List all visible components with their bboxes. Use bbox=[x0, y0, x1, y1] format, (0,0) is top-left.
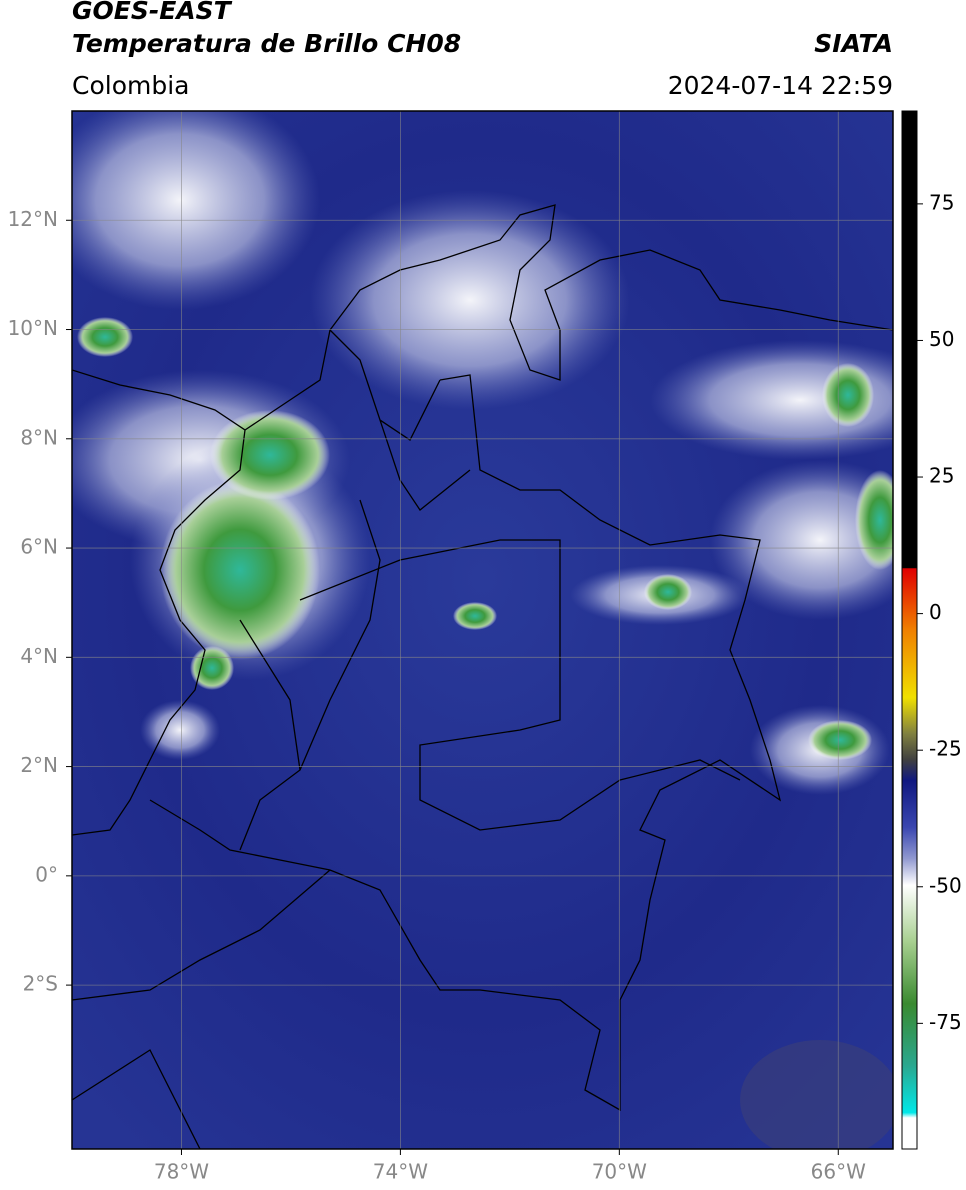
product-title: Temperatura de Brillo CH08 bbox=[72, 29, 461, 58]
colorbar-tick-label: -75 bbox=[929, 1010, 962, 1034]
department-border bbox=[239, 499, 381, 851]
x-tick-label: 74°W bbox=[373, 1160, 428, 1184]
colorbar-tick-label: 25 bbox=[929, 464, 954, 488]
y-tick-label: 2°N bbox=[20, 753, 58, 777]
colorbar-tick-label: 0 bbox=[929, 600, 942, 624]
datetime-label: 2024-07-14 22:59 bbox=[668, 71, 893, 100]
y-tick-label: 12°N bbox=[8, 207, 58, 231]
department-border bbox=[329, 329, 471, 511]
y-tick-label: 8°N bbox=[20, 425, 58, 449]
map-imagery bbox=[72, 111, 893, 1149]
colorbar-tick-label: -25 bbox=[929, 737, 962, 761]
x-tick-label: 66°W bbox=[811, 1160, 866, 1184]
colorbar bbox=[901, 110, 918, 1150]
convective-cell bbox=[160, 480, 320, 660]
convective-cell bbox=[855, 470, 893, 570]
department-border bbox=[299, 539, 741, 831]
convective-cell bbox=[210, 410, 330, 500]
region-label: Colombia bbox=[72, 71, 189, 100]
map-frame bbox=[71, 110, 894, 1150]
convective-cell bbox=[644, 574, 692, 610]
cloud bbox=[72, 111, 320, 310]
y-tick-label: 10°N bbox=[8, 316, 58, 340]
cloud bbox=[710, 460, 893, 620]
y-tick-label: 0° bbox=[35, 862, 58, 886]
cloud bbox=[140, 700, 220, 760]
warm-region bbox=[740, 1040, 893, 1149]
borders bbox=[72, 204, 893, 1149]
convective-cell bbox=[808, 720, 872, 760]
y-tick-label: 4°N bbox=[20, 644, 58, 668]
grid bbox=[72, 111, 893, 1149]
y-tick-label: 2°S bbox=[23, 972, 58, 996]
coastline bbox=[72, 369, 246, 836]
x-tick-label: 78°W bbox=[154, 1160, 209, 1184]
cloud bbox=[310, 190, 630, 410]
x-tick-label: 70°W bbox=[592, 1160, 647, 1184]
colorbar-tick-label: -50 bbox=[929, 873, 962, 897]
colorbar-tick-label: 50 bbox=[929, 327, 954, 351]
satellite-title: GOES-EAST bbox=[72, 0, 233, 25]
coastline bbox=[244, 204, 893, 431]
source-label: SIATA bbox=[814, 29, 893, 58]
convective-cell bbox=[77, 317, 133, 357]
convective-cell bbox=[453, 602, 497, 630]
y-tick-label: 6°N bbox=[20, 535, 58, 559]
convective-cell bbox=[822, 363, 874, 427]
colorbar-tick-label: 75 bbox=[929, 190, 954, 214]
country-border bbox=[72, 869, 331, 1149]
